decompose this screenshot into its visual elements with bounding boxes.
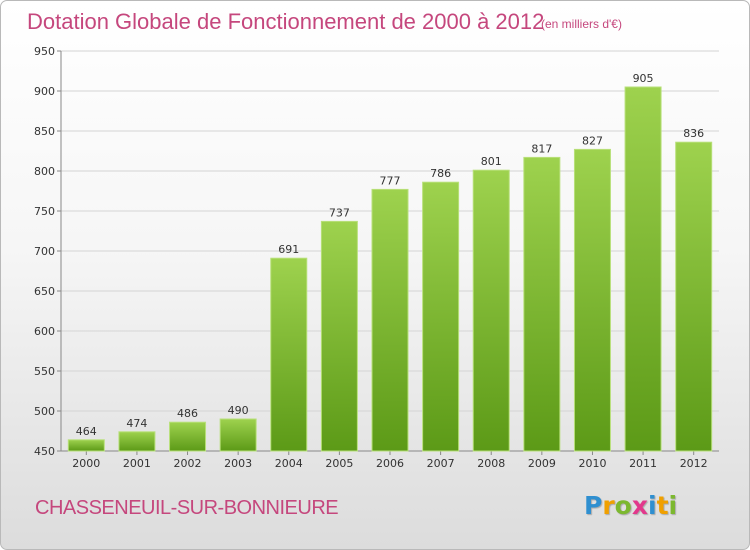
bar [219,418,257,452]
x-tick-label: 2010 [578,457,606,470]
bar [320,220,358,452]
y-tick-label: 900 [34,85,55,98]
x-tick-labels: 2000 2001 2002 2003 2004 2005 2006 2007 2008 2009… [72,457,707,470]
commune-name: CHASSENEUIL-SUR-BONNIEURE [35,497,339,519]
bars [67,86,713,452]
bar [624,86,662,452]
x-tick-label: 2000 [72,457,100,470]
y-tick-label: 950 [34,45,55,58]
bar [472,169,510,452]
chart-unit-note: (en milliers d'€) [541,17,622,31]
logo-letter: t [656,491,669,520]
bar [118,431,156,452]
x-tick-label: 2012 [680,457,708,470]
x-tick-label: 2007 [427,457,455,470]
bar [573,148,611,452]
x-tick-label: 2011 [629,457,657,470]
y-tick-label: 800 [34,165,55,178]
data-label: 827 [582,134,603,147]
chart-title: Dotation Globale de Fonctionnement de 20… [27,9,545,34]
data-label: 777 [380,174,401,187]
data-label: 786 [430,167,451,180]
logo-letter: i [668,491,678,520]
y-tick-labels: 450 500 550 600 650 700 750 800 850 900 950 [34,45,55,458]
data-label: 490 [228,404,249,417]
y-tick-label: 700 [34,245,55,258]
bar [675,141,713,452]
logo-letter: P [584,491,603,520]
bar [169,421,207,452]
data-label: 474 [126,417,147,430]
data-label: 464 [76,425,97,438]
x-tick-label: 2008 [477,457,505,470]
bar [270,257,308,452]
y-tick-label: 450 [34,445,55,458]
data-label: 817 [531,142,552,155]
data-label: 801 [481,155,502,168]
x-tick-label: 2004 [275,457,303,470]
value-labels: 464 474 486 490 691 737 777 786 801 817 827 905 836 [76,72,704,438]
data-label: 737 [329,206,350,219]
y-tick-label: 850 [34,125,55,138]
logo-letter: i [648,491,657,520]
y-tick-label: 600 [34,325,55,338]
data-label: 486 [177,407,198,420]
x-tick-label: 2006 [376,457,404,470]
y-tick-label: 750 [34,205,55,218]
data-label: 691 [278,243,299,256]
x-tick-label: 2009 [528,457,556,470]
x-tick-label: 2001 [123,457,151,470]
bar [371,188,409,452]
logo-letter: r [602,491,615,520]
y-tick-label: 650 [34,285,55,298]
data-label: 905 [633,72,654,85]
x-tick-label: 2005 [325,457,353,470]
bar [422,181,460,452]
logo-letter: x [631,491,648,520]
proxiti-logo[interactable]: Proxiti [584,491,677,520]
logo-letter: o [614,491,632,520]
data-label: 836 [683,127,704,140]
y-tick-label: 500 [34,405,55,418]
bar [523,156,561,452]
x-tick-label: 2003 [224,457,252,470]
bar [67,439,105,452]
x-tick-label: 2002 [174,457,202,470]
y-tick-label: 550 [34,365,55,378]
